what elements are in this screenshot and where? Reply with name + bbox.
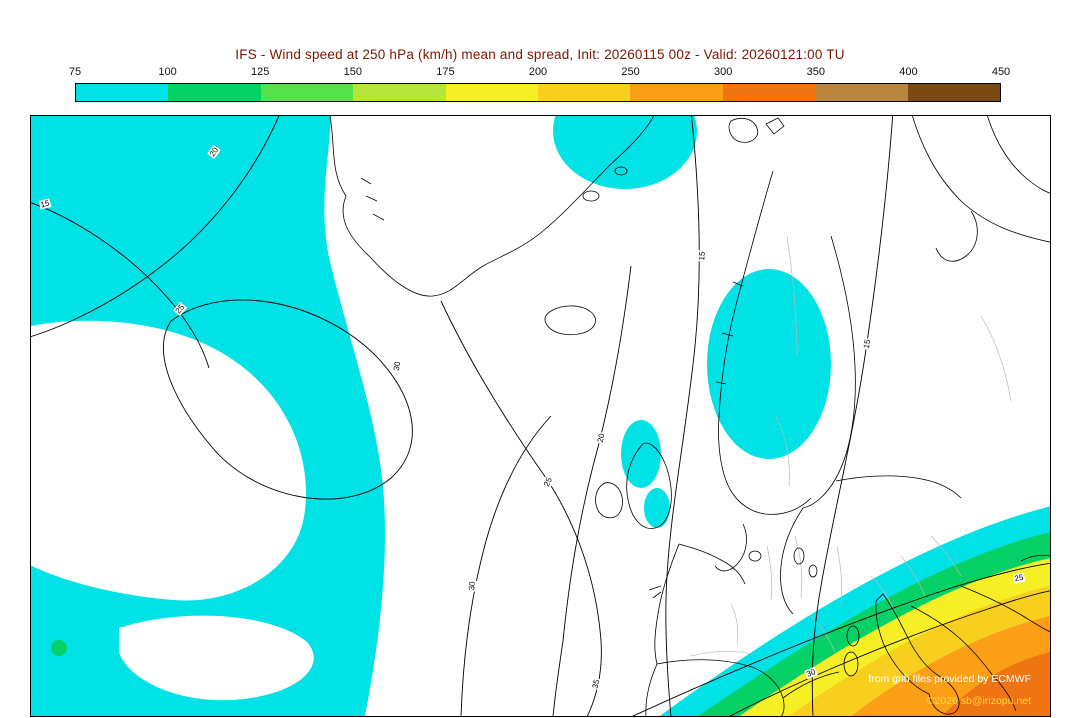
colorbar-bar — [75, 83, 1001, 102]
ireland-coastline — [595, 482, 623, 519]
colorbar-tick: 150 — [343, 66, 362, 78]
colorbar-segment — [168, 84, 261, 101]
page-title: IFS - Wind speed at 250 hPa (km/h) mean … — [235, 47, 845, 62]
colorbar-segment — [815, 84, 908, 101]
colorbar-segment — [353, 84, 446, 101]
iberia-coastline — [656, 659, 785, 716]
italy-coastline — [875, 593, 960, 715]
norway-coastline — [718, 170, 812, 515]
attribution-copyright: ©2026 sb@irizopu.net — [926, 695, 1031, 707]
arctic-russia-coastline — [912, 116, 1050, 243]
colorbar-segment — [630, 84, 723, 101]
denmark-coastline — [714, 523, 747, 572]
coastlines — [329, 116, 1050, 716]
north-sea-coastline — [678, 543, 746, 585]
adriatic-coastline — [910, 605, 1017, 712]
colorbar-segment — [76, 84, 169, 101]
calm-hole-1 — [31, 320, 307, 601]
baltic-coastline — [802, 235, 856, 509]
colorbar-segment — [260, 84, 354, 101]
attribution-source: from grib files provided by ECMWF — [868, 673, 1031, 685]
colorbar-ticks: 75 100 125 150 175 200 250 300 350 400 450 — [69, 66, 1010, 81]
france-west-coastline — [654, 543, 680, 665]
colorbar-tick: 200 — [528, 66, 548, 78]
svalbard-coastline — [728, 117, 759, 143]
scand-cyan-bulge — [707, 269, 831, 459]
spread-contours — [31, 116, 1050, 716]
country-borders — [690, 235, 1012, 657]
center-cyan-spot-1 — [621, 420, 661, 488]
center-cyan-spot-2 — [644, 488, 670, 528]
gulf-of-lion-coastline — [782, 671, 840, 699]
iceland-coastline — [544, 305, 596, 336]
colorbar-tick: 450 — [991, 66, 1011, 78]
colorbar-tick: 175 — [436, 66, 455, 78]
green-spot-sw — [51, 640, 67, 656]
colorbar-tick: 125 — [251, 66, 270, 78]
wind-field-canvas — [31, 116, 1050, 716]
colorbar: 75 100 125 150 175 200 250 300 350 400 450 — [69, 66, 1010, 102]
colorbar-tick: 300 — [714, 66, 733, 78]
colorbar-segment — [907, 84, 1001, 101]
colorbar-tick: 350 — [806, 66, 825, 78]
wind-speed-field — [31, 116, 1050, 716]
colorbar-tick: 400 — [899, 66, 918, 78]
calm-hole-2 — [119, 615, 314, 701]
weather-map: 20 15 25 30 25 30 20 15 15 25 30 35 from grib files… — [30, 115, 1051, 717]
britain-coastline — [626, 442, 672, 529]
top-center-cyan — [553, 116, 697, 189]
med-wedge-dark — [942, 652, 1050, 716]
colorbar-segment — [445, 84, 539, 101]
greenland-coastline — [329, 116, 655, 297]
colorbar-tick: 75 — [68, 66, 82, 78]
colorbar-tick: 250 — [621, 66, 640, 78]
colorbar-tick: 100 — [158, 66, 177, 78]
colorbar-segment — [538, 84, 631, 101]
colorbar-segment — [722, 84, 816, 101]
